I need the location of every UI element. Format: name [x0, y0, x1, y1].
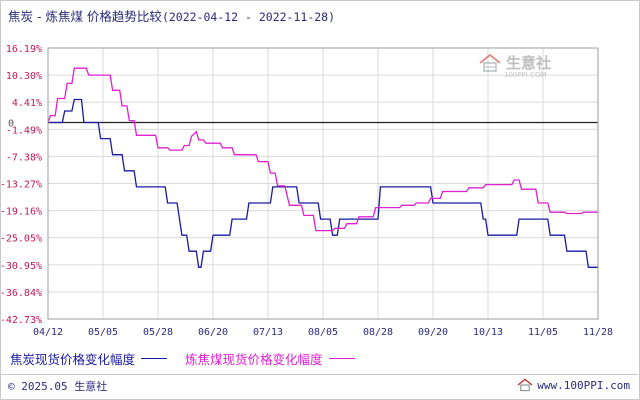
legend-swatch-coking-coal: [328, 357, 355, 359]
house-logo-icon: [517, 378, 533, 392]
watermark-text: 生意社: [506, 54, 552, 72]
x-tick-label: 05/28: [143, 327, 173, 338]
site-url: www.100PPI.com: [537, 378, 630, 392]
footer-divider: [0, 374, 638, 375]
y-tick-label: -25.05%: [0, 234, 42, 245]
chart-title: 焦炭 - 炼焦煤 价格趋势比较(2022-04-12 - 2022-11-28): [8, 6, 335, 25]
series-line-coke: [48, 98, 598, 268]
copyright-text: © 2025.05 生意社: [8, 380, 108, 393]
house-logo-icon: [479, 53, 501, 72]
legend-item-coking-coal: 炼焦煤现货价格变化幅度: [185, 349, 355, 368]
x-tick-label: 11/28: [583, 327, 613, 338]
y-tick-label: -13.27%: [0, 180, 42, 191]
x-tick-label: 07/13: [253, 327, 283, 338]
y-tick-label: 10.30%: [6, 71, 42, 82]
legend-item-coke: 焦炭现货价格变化幅度: [10, 349, 168, 368]
y-tick-label: -36.84%: [0, 288, 42, 299]
date-range: (2022-04-12 - 2022-11-28): [161, 10, 336, 24]
plot-border: [47, 47, 599, 320]
x-tick-label: 10/13: [473, 327, 503, 338]
x-tick-label: 06/20: [198, 327, 228, 338]
legend: 焦炭现货价格变化幅度 炼焦煤现货价格变化幅度: [10, 349, 373, 367]
y-tick-label: 4.41%: [12, 98, 42, 109]
x-tick-label: 04/12: [33, 327, 63, 338]
series-line-coking-coal: [47, 67, 598, 232]
y-tick-label: -7.38%: [6, 152, 42, 163]
watermark-subtext: 100PPI.COM: [504, 71, 547, 79]
x-tick-label: 08/05: [308, 327, 338, 338]
zero-label: 0: [8, 118, 14, 129]
watermark: 生意社 100PPI.COM: [478, 52, 552, 79]
legend-swatch-coke: [141, 357, 168, 359]
y-tick-label: -30.95%: [0, 261, 42, 272]
y-tick-label: 16.19%: [6, 44, 42, 55]
legend-label-coking-coal: 炼焦煤现货价格变化幅度: [185, 351, 323, 367]
legend-label-coke: 焦炭现货价格变化幅度: [10, 351, 136, 367]
y-tick-label: -1.49%: [6, 125, 42, 136]
title-text: 焦炭 - 炼焦煤 价格趋势比较: [8, 9, 162, 24]
y-tick-label: -42.73%: [0, 315, 42, 326]
y-tick-label: -19.16%: [0, 207, 42, 218]
site-link[interactable]: www.100PPI.com: [516, 378, 630, 392]
x-tick-label: 05/05: [88, 327, 118, 338]
x-tick-label: 11/05: [528, 327, 558, 338]
x-tick-label: 08/28: [363, 327, 393, 338]
x-tick-label: 09/20: [418, 327, 448, 338]
